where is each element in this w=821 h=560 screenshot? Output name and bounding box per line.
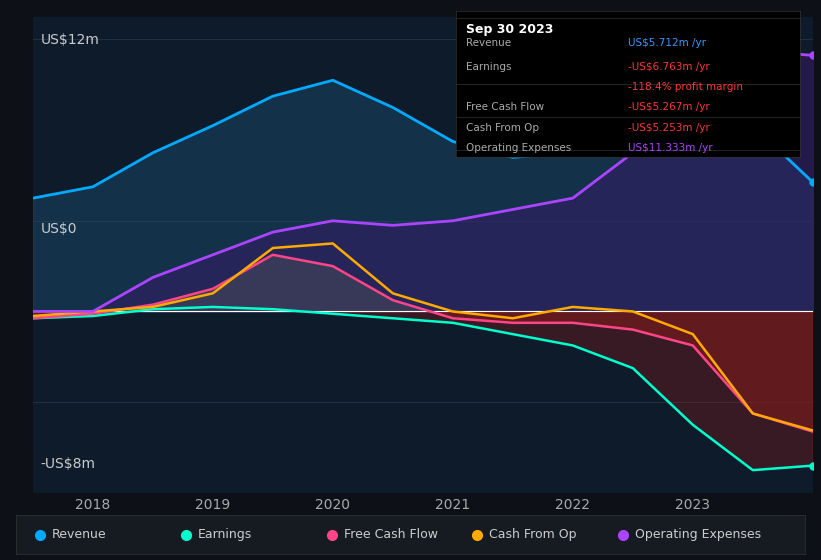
Text: Cash From Op: Cash From Op bbox=[466, 123, 539, 133]
Text: US$5.712m /yr: US$5.712m /yr bbox=[628, 38, 706, 48]
Text: Sep 30 2023: Sep 30 2023 bbox=[466, 23, 553, 36]
Text: Earnings: Earnings bbox=[466, 62, 511, 72]
Text: Earnings: Earnings bbox=[198, 528, 252, 542]
Text: -US$5.267m /yr: -US$5.267m /yr bbox=[628, 102, 710, 113]
Text: US$0: US$0 bbox=[41, 222, 77, 236]
Text: US$12m: US$12m bbox=[41, 34, 99, 48]
Text: Operating Expenses: Operating Expenses bbox=[635, 528, 761, 542]
Text: -US$6.763m /yr: -US$6.763m /yr bbox=[628, 62, 710, 72]
Text: -118.4% profit margin: -118.4% profit margin bbox=[628, 82, 743, 92]
Text: US$11.333m /yr: US$11.333m /yr bbox=[628, 143, 713, 153]
Text: Operating Expenses: Operating Expenses bbox=[466, 143, 571, 153]
Text: Revenue: Revenue bbox=[466, 38, 511, 48]
Text: Free Cash Flow: Free Cash Flow bbox=[343, 528, 438, 542]
Text: Revenue: Revenue bbox=[52, 528, 107, 542]
Text: -US$5.253m /yr: -US$5.253m /yr bbox=[628, 123, 710, 133]
Text: -US$8m: -US$8m bbox=[41, 457, 95, 472]
Text: Free Cash Flow: Free Cash Flow bbox=[466, 102, 544, 113]
Text: Cash From Op: Cash From Op bbox=[489, 528, 577, 542]
